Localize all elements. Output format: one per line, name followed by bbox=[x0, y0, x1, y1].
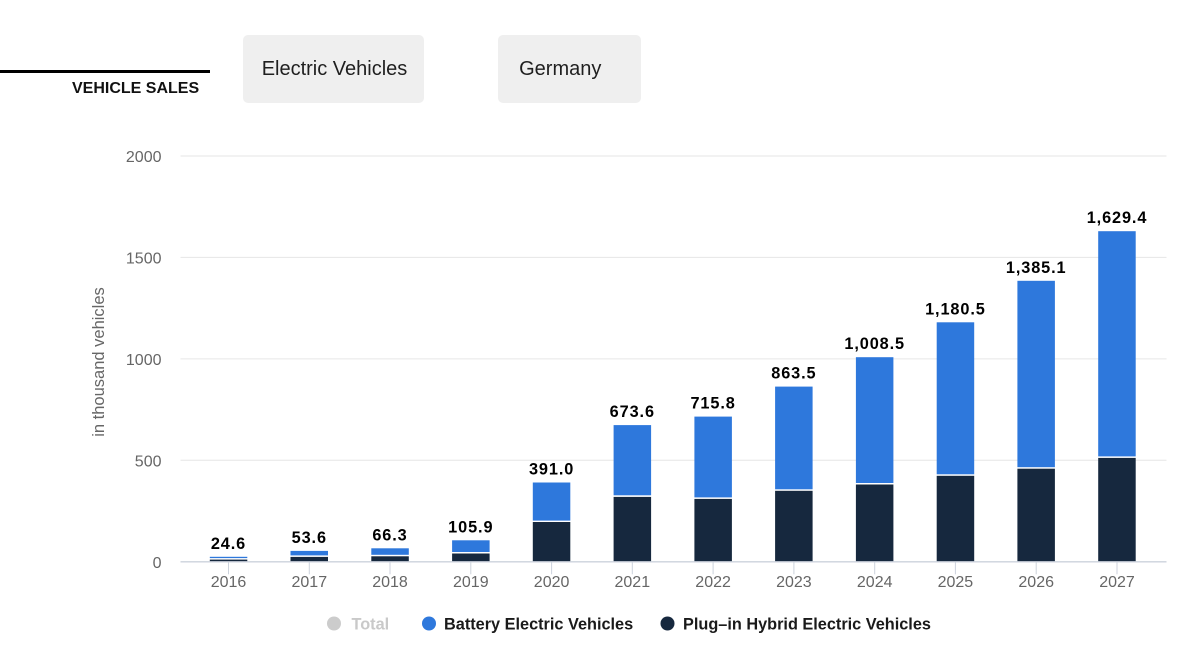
svg-text:673.6: 673.6 bbox=[610, 403, 655, 421]
svg-text:500: 500 bbox=[135, 453, 162, 470]
svg-text:2026: 2026 bbox=[1018, 574, 1054, 591]
svg-text:2023: 2023 bbox=[776, 574, 812, 591]
svg-text:1,180.5: 1,180.5 bbox=[925, 300, 986, 318]
svg-text:24.6: 24.6 bbox=[211, 535, 246, 553]
svg-text:2022: 2022 bbox=[695, 574, 731, 591]
svg-text:391.0: 391.0 bbox=[529, 461, 574, 479]
svg-text:0: 0 bbox=[153, 555, 162, 572]
svg-text:2021: 2021 bbox=[615, 574, 651, 591]
svg-text:in thousand vehicles: in thousand vehicles bbox=[90, 287, 108, 437]
svg-text:105.9: 105.9 bbox=[448, 518, 493, 536]
svg-text:2019: 2019 bbox=[453, 574, 489, 591]
svg-text:1,629.4: 1,629.4 bbox=[1087, 209, 1148, 227]
svg-text:2027: 2027 bbox=[1099, 574, 1135, 591]
svg-text:1500: 1500 bbox=[126, 250, 162, 267]
svg-text:2024: 2024 bbox=[857, 574, 893, 591]
svg-text:1000: 1000 bbox=[126, 352, 162, 369]
svg-text:53.6: 53.6 bbox=[292, 529, 327, 547]
svg-text:2020: 2020 bbox=[534, 574, 570, 591]
svg-text:1,385.1: 1,385.1 bbox=[1006, 259, 1067, 277]
svg-text:Battery Electric Vehicles: Battery Electric Vehicles bbox=[444, 615, 633, 633]
svg-text:Total: Total bbox=[352, 615, 390, 633]
svg-text:2025: 2025 bbox=[938, 574, 974, 591]
svg-text:2018: 2018 bbox=[372, 574, 408, 591]
svg-text:1,008.5: 1,008.5 bbox=[844, 335, 905, 353]
svg-text:863.5: 863.5 bbox=[771, 365, 816, 383]
svg-text:2017: 2017 bbox=[292, 574, 328, 591]
svg-text:715.8: 715.8 bbox=[690, 395, 735, 413]
svg-text:Plug–in Hybrid Electric Vehicl: Plug–in Hybrid Electric Vehicles bbox=[683, 615, 931, 633]
svg-text:2000: 2000 bbox=[126, 149, 162, 166]
svg-text:2016: 2016 bbox=[211, 574, 247, 591]
svg-text:66.3: 66.3 bbox=[372, 526, 407, 544]
